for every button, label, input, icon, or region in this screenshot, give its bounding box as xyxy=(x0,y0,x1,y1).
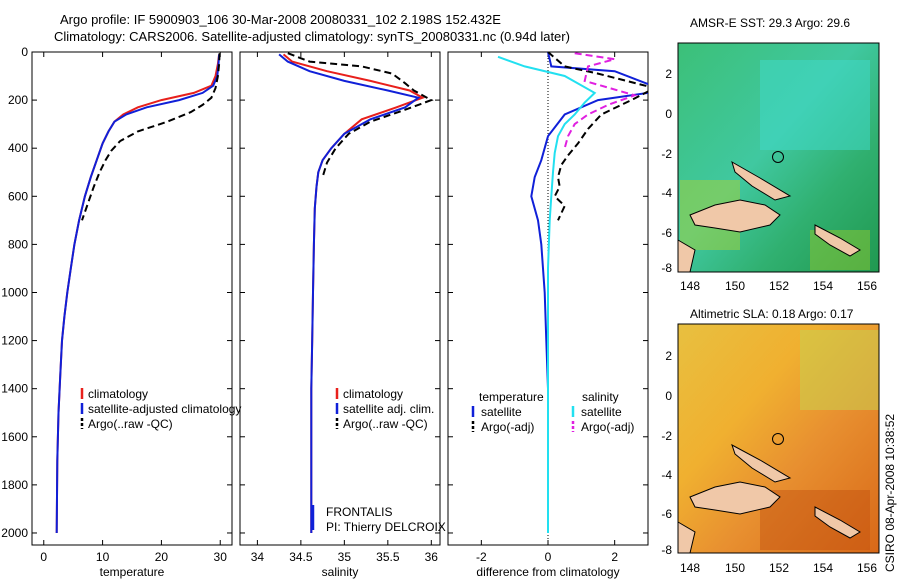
salinity-xtick-label: 34.5 xyxy=(289,550,313,564)
sst-xtick-154: 154 xyxy=(813,279,833,293)
sst-warm-pool-patch xyxy=(760,60,870,150)
difference-series-temperature-satellite xyxy=(530,52,648,533)
sla-xtick-154: 154 xyxy=(813,561,833,575)
temperature-legend-entry: climatology xyxy=(88,387,148,401)
difference-xtick-label: 0 xyxy=(545,550,552,564)
pi-annotation-line: PI: Thierry DELCROIX xyxy=(326,520,446,534)
difference-series-temperature-argo-adj- xyxy=(547,52,648,221)
salinity-legend-entry: satellite adj. clim. xyxy=(343,402,434,416)
sst-xtick-150: 150 xyxy=(725,279,745,293)
difference-legend-heading: salinity xyxy=(582,390,619,404)
sla-high-patch xyxy=(800,330,879,410)
sst-island-new-ireland xyxy=(731,160,792,201)
salinity-xtick-label: 35 xyxy=(338,550,352,564)
salinity-legend-entry: Argo(..raw -QC) xyxy=(343,417,428,431)
salinity-plot-frame xyxy=(239,51,441,546)
sst-xtick-152: 152 xyxy=(769,279,789,293)
sst-ytick-m8: -8 xyxy=(661,261,672,275)
depth-ytick-label: 1000 xyxy=(1,285,28,299)
depth-ytick-label: 800 xyxy=(8,237,28,251)
difference-legend-heading: temperature xyxy=(479,390,544,404)
difference-legend-entry: satellite xyxy=(581,405,622,419)
side-timestamp-label: CSIRO 08-Apr-2008 10:38:52 xyxy=(883,414,897,572)
sla-xtick-148: 148 xyxy=(680,561,700,575)
temperature-series-argo-raw-qc- xyxy=(81,53,221,221)
depth-ytick-label: 1600 xyxy=(1,430,28,444)
depth-ytick-label: 0 xyxy=(21,45,28,59)
temperature-panel: 0 10 20 30 0 200 400 600 800 1000 1200 1400 1600 1800… xyxy=(1,45,241,579)
sla-ytick-m4: -4 xyxy=(661,468,672,482)
depth-ytick-label: 200 xyxy=(8,93,28,107)
depth-ytick-label: 2000 xyxy=(1,526,28,540)
sst-ytick-m4: -4 xyxy=(661,186,672,200)
sla-xtick-152: 152 xyxy=(769,561,789,575)
sla-map: Altimetric SLA: 0.18 Argo: 0.17 2 0 -2 -… xyxy=(661,307,880,575)
salinity-series-argo-raw-qc- xyxy=(287,52,434,178)
sla-ytick-m8: -8 xyxy=(661,543,672,557)
sst-argo-location-marker xyxy=(772,151,784,163)
sst-ytick-0: 0 xyxy=(665,107,672,121)
pi-annotation-line: FRONTALIS xyxy=(326,505,392,519)
depth-ytick-label: 600 xyxy=(8,189,28,203)
sla-xtick-156: 156 xyxy=(857,561,877,575)
sla-ytick-m2: -2 xyxy=(661,429,672,443)
sst-island-new-britain xyxy=(689,199,781,233)
difference-legend-entry: Argo(-adj) xyxy=(581,420,634,434)
difference-xlabel: difference from climatology xyxy=(476,565,619,579)
salinity-series-satellite-adj-clim- xyxy=(278,53,421,533)
sla-ytick-2: 2 xyxy=(665,349,672,363)
sst-map: AMSR-E SST: 29.3 Argo: 29.6 2 0 xyxy=(661,16,880,293)
sla-map-frame xyxy=(677,323,880,554)
difference-xtick-label: 2 xyxy=(611,550,618,564)
temperature-xlabel: temperature xyxy=(100,565,165,579)
sla-ytick-0: 0 xyxy=(665,389,672,403)
salinity-xtick-label: 35.5 xyxy=(376,550,400,564)
temperature-xtick-label: 10 xyxy=(96,550,110,564)
sst-xtick-156: 156 xyxy=(857,279,877,293)
salinity-xlabel: salinity xyxy=(322,565,359,579)
sst-map-title: AMSR-E SST: 29.3 Argo: 29.6 xyxy=(690,16,850,30)
difference-series-salinity-satellite xyxy=(497,55,597,533)
temperature-legend-entry: satellite-adjusted climatology xyxy=(88,402,241,416)
temperature-plot-frame xyxy=(31,51,233,546)
sst-ytick-m2: -2 xyxy=(661,147,672,161)
depth-ytick-label: 1800 xyxy=(1,478,28,492)
difference-legend-entry: Argo(-adj) xyxy=(481,420,534,434)
salinity-series-climatology xyxy=(282,53,425,533)
temperature-legend-entry: Argo(..raw -QC) xyxy=(88,417,173,431)
sst-ytick-m6: -6 xyxy=(661,226,672,240)
sst-ytick-2: 2 xyxy=(665,67,672,81)
sla-island-new-ireland xyxy=(731,443,792,483)
sla-island-bougainville xyxy=(814,506,861,539)
depth-ytick-label: 1200 xyxy=(1,334,28,348)
sla-xtick-150: 150 xyxy=(725,561,745,575)
sst-island-bougainville xyxy=(814,224,861,257)
figure-title-line2: Climatology: CARS2006. Satellite-adjuste… xyxy=(54,29,570,44)
temperature-xtick-label: 30 xyxy=(214,550,228,564)
sla-map-title: Altimetric SLA: 0.18 Argo: 0.17 xyxy=(690,307,854,321)
depth-ytick-label: 1400 xyxy=(1,382,28,396)
sla-ytick-m6: -6 xyxy=(661,507,672,521)
sla-argo-location-marker xyxy=(772,433,784,445)
sla-low-patch xyxy=(760,490,870,550)
depth-ytick-label: 400 xyxy=(8,141,28,155)
difference-legend-entry: satellite xyxy=(481,405,522,419)
sla-island-new-britain xyxy=(689,481,781,515)
difference-series-salinity-argo-adj- xyxy=(563,52,638,149)
salinity-panel: 34 34.5 35 35.5 36 salinity climatologysatelli… xyxy=(239,51,446,579)
sst-xtick-148: 148 xyxy=(680,279,700,293)
temperature-series-climatology xyxy=(55,54,221,534)
salinity-xtick-label: 36 xyxy=(425,550,439,564)
difference-xtick-label: -2 xyxy=(476,550,487,564)
temperature-xtick-label: 20 xyxy=(155,550,169,564)
salinity-xtick-label: 34 xyxy=(251,550,265,564)
salinity-legend-entry: climatology xyxy=(343,387,403,401)
sst-map-frame xyxy=(677,42,880,273)
temperature-series-satellite-adjusted-climatology xyxy=(55,54,221,534)
temperature-xtick-label: 0 xyxy=(40,550,47,564)
figure-title-line1: Argo profile: IF 5900903_106 30-Mar-2008… xyxy=(60,12,501,27)
